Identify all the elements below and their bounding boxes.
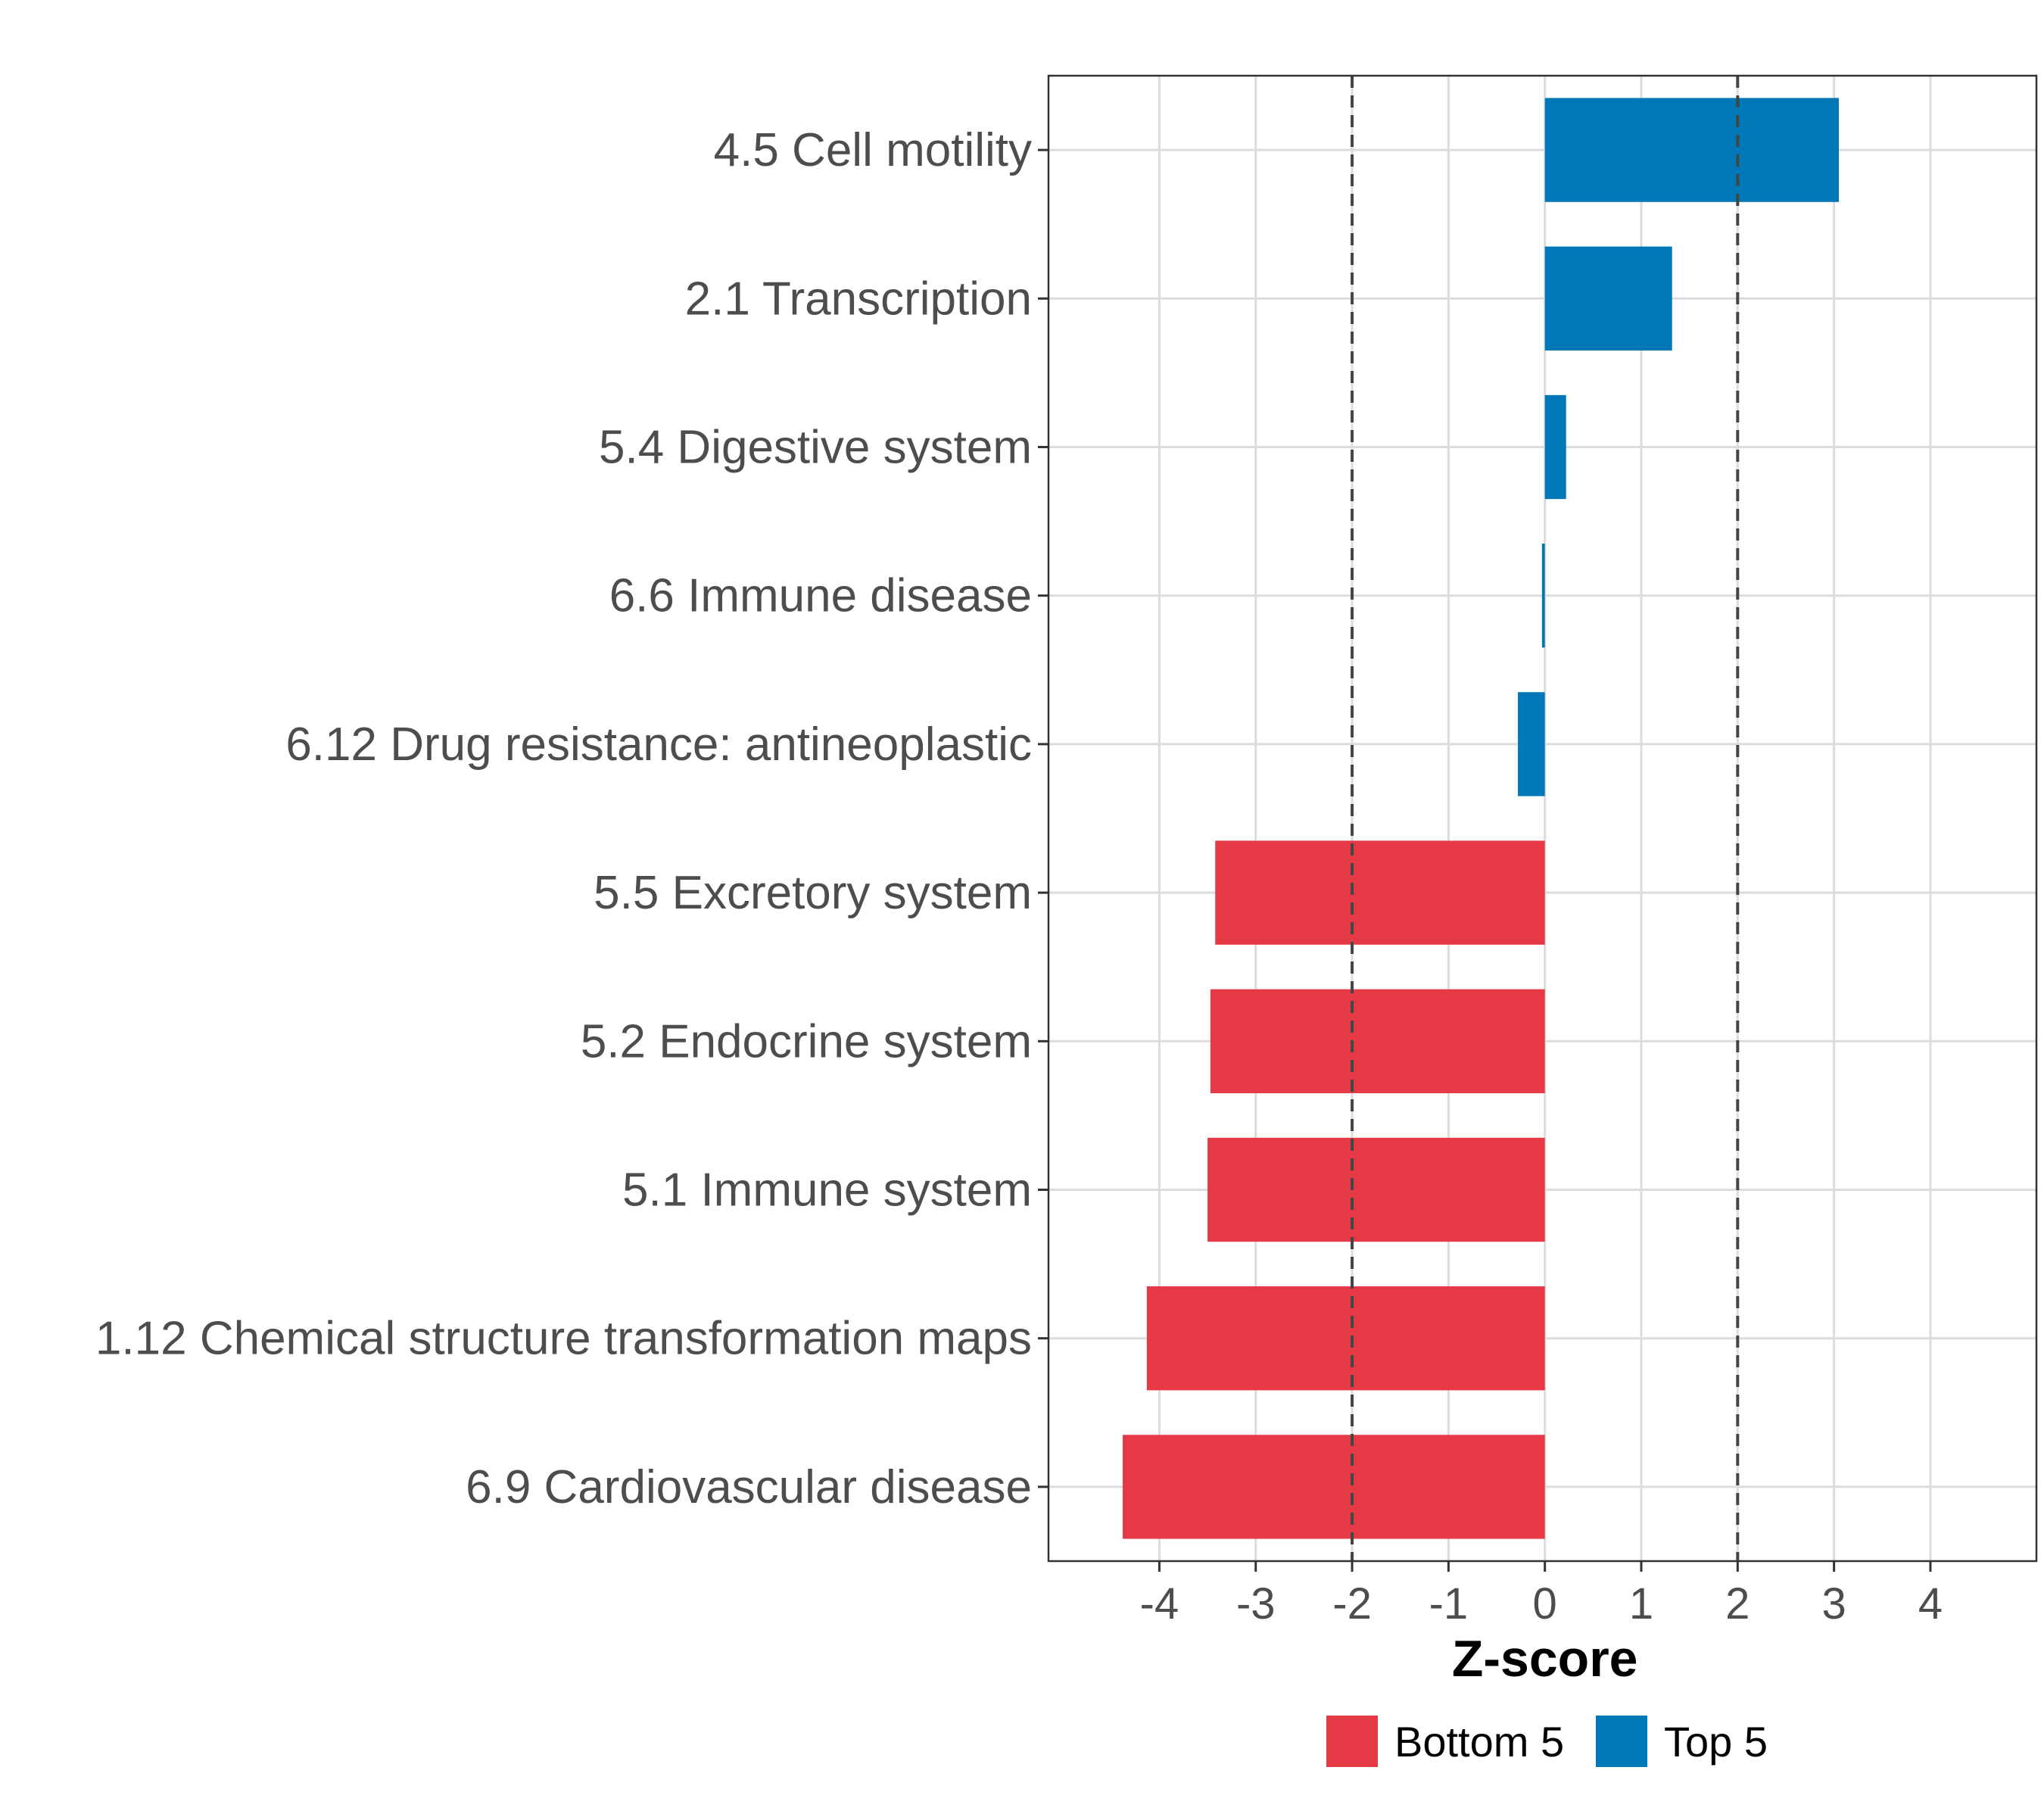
y-category-label: 6.12 Drug resistance: antineoplastic (285, 718, 1032, 771)
bar-4 (1518, 692, 1545, 796)
y-category-label: 4.5 Cell motility (714, 124, 1032, 176)
x-tick-label: 0 (1533, 1579, 1557, 1628)
bar-8 (1146, 1286, 1545, 1391)
x-tick-label: 4 (1918, 1579, 1943, 1628)
y-category-label: 1.12 Chemical structure transformation m… (95, 1313, 1032, 1365)
bar-9 (1123, 1435, 1545, 1539)
y-category-label: 5.1 Immune system (622, 1164, 1032, 1217)
legend: Bottom 5 Top 5 (1326, 1716, 1768, 1767)
y-category-label: 5.5 Excretory system (594, 867, 1032, 919)
x-tick-label: -2 (1332, 1579, 1372, 1628)
bar-5 (1215, 840, 1545, 945)
reference-lines (1351, 76, 1740, 1561)
legend-key-1 (1596, 1716, 1647, 1767)
x-tick-label: 1 (1629, 1579, 1653, 1628)
y-axis-category-labels: 4.5 Cell motility 2.1 Transcription 5.4 Di… (95, 124, 1048, 1513)
x-tick-label: 2 (1725, 1579, 1750, 1628)
y-category-label: 5.2 Endocrine system (581, 1015, 1032, 1067)
y-category-label: 2.1 Transcription (685, 273, 1032, 325)
x-axis-tick-labels: -4 -3 -2 -1 0 1 2 3 4 (1140, 1561, 1943, 1628)
x-tick-label: 3 (1822, 1579, 1846, 1628)
y-category-label: 6.6 Immune disease (609, 570, 1032, 622)
x-tick-label: -3 (1236, 1579, 1276, 1628)
bars (1123, 98, 1839, 1539)
legend-label-0: Bottom 5 (1394, 1718, 1564, 1766)
x-tick-label: -4 (1140, 1579, 1179, 1628)
x-axis-title: Z-score (1452, 1630, 1638, 1688)
y-category-label: 6.9 Cardiovascular disease (466, 1461, 1032, 1513)
bar-3 (1541, 544, 1545, 648)
bar-2 (1544, 394, 1566, 500)
bar-1 (1544, 246, 1672, 351)
x-tick-label: -1 (1429, 1579, 1469, 1628)
plot-panel-border (1047, 74, 2038, 1563)
legend-key-0 (1326, 1716, 1378, 1767)
bar-0 (1544, 98, 1839, 202)
bar-7 (1207, 1137, 1545, 1242)
y-category-label: 5.4 Digestive system (599, 422, 1032, 474)
bar-6 (1210, 989, 1545, 1093)
legend-label-1: Top 5 (1664, 1718, 1768, 1766)
